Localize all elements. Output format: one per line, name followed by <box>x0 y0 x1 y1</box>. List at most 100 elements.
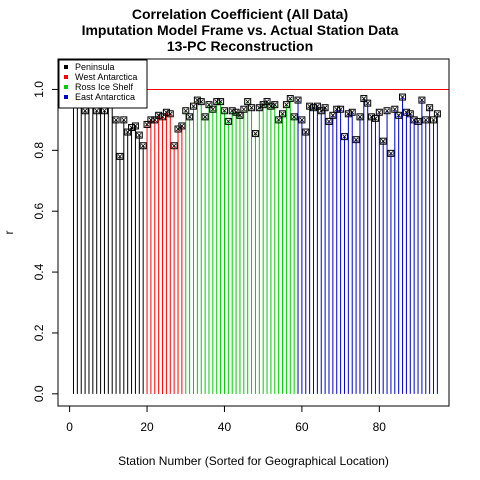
point-71 <box>340 133 348 141</box>
chart-title-line-1: Correlation Coefficient (All Data) <box>131 6 349 22</box>
point-76 <box>360 95 368 103</box>
point-12 <box>112 116 120 124</box>
point-25 <box>162 108 170 116</box>
point-38 <box>213 98 221 106</box>
point-cross-b-61 <box>303 129 309 135</box>
point-70 <box>337 105 345 113</box>
point-cross-b-58 <box>291 114 297 120</box>
point-cross-b-85 <box>396 113 401 118</box>
point-cross-b-45 <box>241 106 247 112</box>
point-cross-b-27 <box>171 143 177 149</box>
point-cross-b-84 <box>392 106 398 112</box>
point-75 <box>356 113 364 121</box>
y-tick-label-1: 1.0 <box>32 81 46 98</box>
point-91 <box>418 96 426 104</box>
point-93 <box>426 104 434 112</box>
point-cross-b-57 <box>287 96 293 101</box>
point-cross-b-12 <box>113 117 119 123</box>
point-cross-b-19 <box>140 143 146 149</box>
point-cross-b-68 <box>330 113 336 118</box>
point-cross-b-36 <box>206 102 212 107</box>
point-80 <box>375 108 383 116</box>
point-87 <box>402 108 410 116</box>
point-29 <box>178 122 186 130</box>
point-41 <box>224 117 232 125</box>
point-79 <box>371 114 379 122</box>
x-tick-label-60: 60 <box>295 420 309 434</box>
point-72 <box>344 110 352 118</box>
point-cross-b-29 <box>179 123 185 129</box>
point-59 <box>294 96 302 104</box>
point-21 <box>147 116 155 124</box>
point-64 <box>313 102 321 110</box>
x-tick-label-0: 0 <box>66 420 73 434</box>
legend-box <box>58 59 148 109</box>
point-cross-b-35 <box>202 114 208 120</box>
point-57 <box>286 95 294 103</box>
point-66 <box>321 104 329 112</box>
point-82 <box>383 107 391 115</box>
point-cross-b-64 <box>315 103 320 109</box>
point-19 <box>139 142 147 150</box>
point-cross-b-18 <box>137 132 142 138</box>
legend-label-0: Peninsula <box>75 62 115 72</box>
point-cross-b-81 <box>380 138 386 144</box>
point-74 <box>352 136 360 144</box>
point-cross-b-9 <box>102 108 107 114</box>
y-tick-label-0.6: 0.6 <box>32 203 46 220</box>
point-26 <box>166 110 174 118</box>
point-67 <box>325 117 333 125</box>
point-31 <box>186 113 194 121</box>
point-20 <box>143 120 151 128</box>
point-cross-b-94 <box>431 117 436 123</box>
point-cross-b-47 <box>249 105 254 110</box>
y-axis: 0.0 0.2 0.4 0.6 0.8 1.0 <box>32 81 58 402</box>
point-cross-b-70 <box>338 106 343 112</box>
legend-swatch-3 <box>64 95 68 99</box>
point-60 <box>298 116 306 124</box>
point-cross-b-17 <box>133 123 138 129</box>
x-axis: 0 20 40 60 80 <box>66 406 386 434</box>
point-cross-b-34 <box>198 99 204 104</box>
point-34 <box>197 98 205 106</box>
point-63 <box>310 104 318 112</box>
x-axis-label: Station Number (Sorted for Geographical … <box>118 454 389 468</box>
point-cross-b-79 <box>373 116 378 121</box>
point-81 <box>379 137 387 145</box>
point-30 <box>182 107 190 115</box>
point-86 <box>399 93 407 101</box>
point-cross-b-13 <box>117 154 123 159</box>
point-cross-b-31 <box>187 114 192 120</box>
point-85 <box>395 111 403 119</box>
point-17 <box>131 122 139 130</box>
legend-swatch-1 <box>64 75 68 79</box>
point-27 <box>170 142 178 150</box>
point-44 <box>236 111 244 119</box>
point-47 <box>248 104 256 112</box>
point-58 <box>290 113 298 121</box>
point-cross-b-30 <box>183 108 189 114</box>
point-88 <box>406 110 414 118</box>
point-cross-b-76 <box>361 96 367 101</box>
point-32 <box>189 102 197 110</box>
point-cross-b-56 <box>284 102 289 107</box>
point-83 <box>387 149 395 157</box>
x-tick-label-80: 80 <box>373 420 387 434</box>
point-90 <box>414 117 422 125</box>
point-69 <box>333 105 341 113</box>
plot-frame <box>57 58 450 407</box>
point-23 <box>155 111 163 119</box>
y-axis-label: r <box>2 231 16 235</box>
legend-label-3: East Antarctica <box>75 92 135 102</box>
y-tick-label-0.8: 0.8 <box>32 142 46 159</box>
point-68 <box>329 111 337 119</box>
point-45 <box>240 105 248 113</box>
y-tick-label-0.4: 0.4 <box>32 263 46 280</box>
point-cross-b-46 <box>245 99 250 104</box>
point-39 <box>217 98 225 106</box>
point-15 <box>124 128 132 136</box>
point-cross-b-75 <box>357 114 363 120</box>
point-cross-b-4 <box>82 108 88 114</box>
